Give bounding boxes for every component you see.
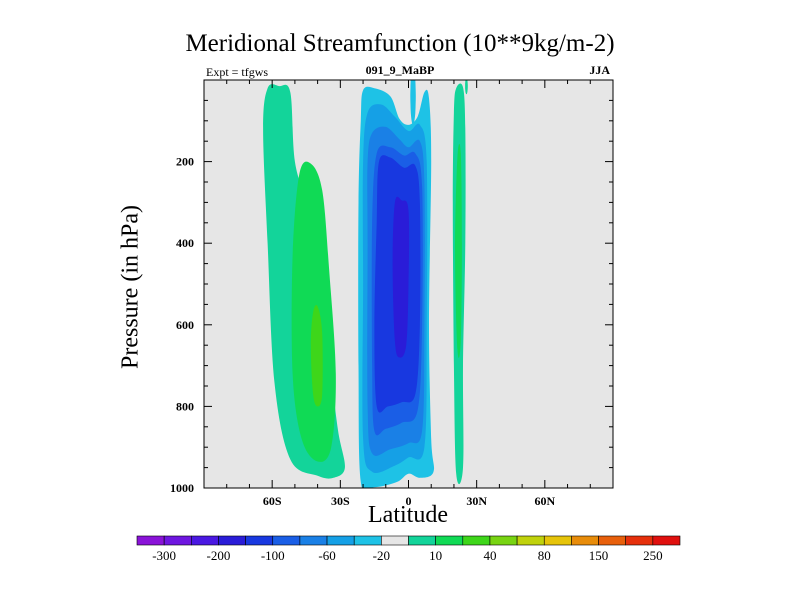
colorbar-box-4 [245,535,274,546]
colorbar-box-9 [381,535,409,546]
contour-spot-0 [248,82,251,103]
colorbar-label: -20 [373,548,390,563]
y-axis-label: Pressure (in hPa) [117,205,144,369]
x-tick-label: 30S [331,494,350,508]
contour-neg10-11 [492,213,506,447]
y-tick-label: 600 [176,318,194,332]
colorbar-label: -60 [318,548,335,563]
colorbar-box-5 [272,535,301,546]
colorbar-box-18 [625,535,654,546]
contour-spot-3 [510,80,513,89]
x-tick-label: 60N [534,494,555,508]
colorbar-box-11 [435,535,464,546]
colorbar-box-19 [652,535,681,546]
colorbar-box-6 [299,535,328,546]
contour-spot-1 [410,80,416,125]
contour-spot-2 [465,80,468,95]
colorbar-label: 40 [483,548,496,563]
y-tick-label: 200 [176,155,194,169]
colorbar-label: 150 [589,548,609,563]
colorbar-label: 250 [643,548,663,563]
contour-pos20-10 [455,143,462,358]
chart-title: Meridional Streamfunction (10**9kg/m-2) [185,30,615,57]
colorbar-box-17 [598,535,626,546]
colorbar-box-0 [136,535,165,546]
x-tick-label: 30N [466,494,487,508]
y-tick-label: 400 [176,236,194,250]
colorbar-box-3 [218,535,246,546]
colorbar-box-2 [191,535,219,546]
colorbar-box-7 [326,535,355,546]
colorbar-label: 10 [429,548,442,563]
colorbar-box-15 [543,535,572,546]
y-tick-label: 1000 [170,481,194,495]
contour-neg150-8 [392,196,410,358]
x-tick-label: 0 [406,494,412,508]
experiment-label: Expt = tfgws [206,65,269,79]
case-label: 091_9_MaBP [365,63,435,77]
colorbar-label: -200 [207,548,231,563]
colorbar-label: -300 [152,548,176,563]
colorbar-box-13 [489,535,518,546]
colorbar-box-16 [571,535,599,546]
colorbar-box-8 [353,535,382,546]
contour-pos40-2 [310,305,323,407]
y-tick-label: 800 [176,399,194,413]
colorbar-label: 80 [538,548,551,563]
colorbar-box-10 [408,535,436,546]
x-axis-label: Latitude [368,502,448,528]
x-tick-label: 60S [263,494,282,508]
colorbar-label: -100 [261,548,285,563]
colorbar-box-12 [462,535,491,546]
colorbar-box-14 [516,535,545,546]
season-label: JJA [589,63,610,77]
colorbar-box-1 [163,535,192,546]
